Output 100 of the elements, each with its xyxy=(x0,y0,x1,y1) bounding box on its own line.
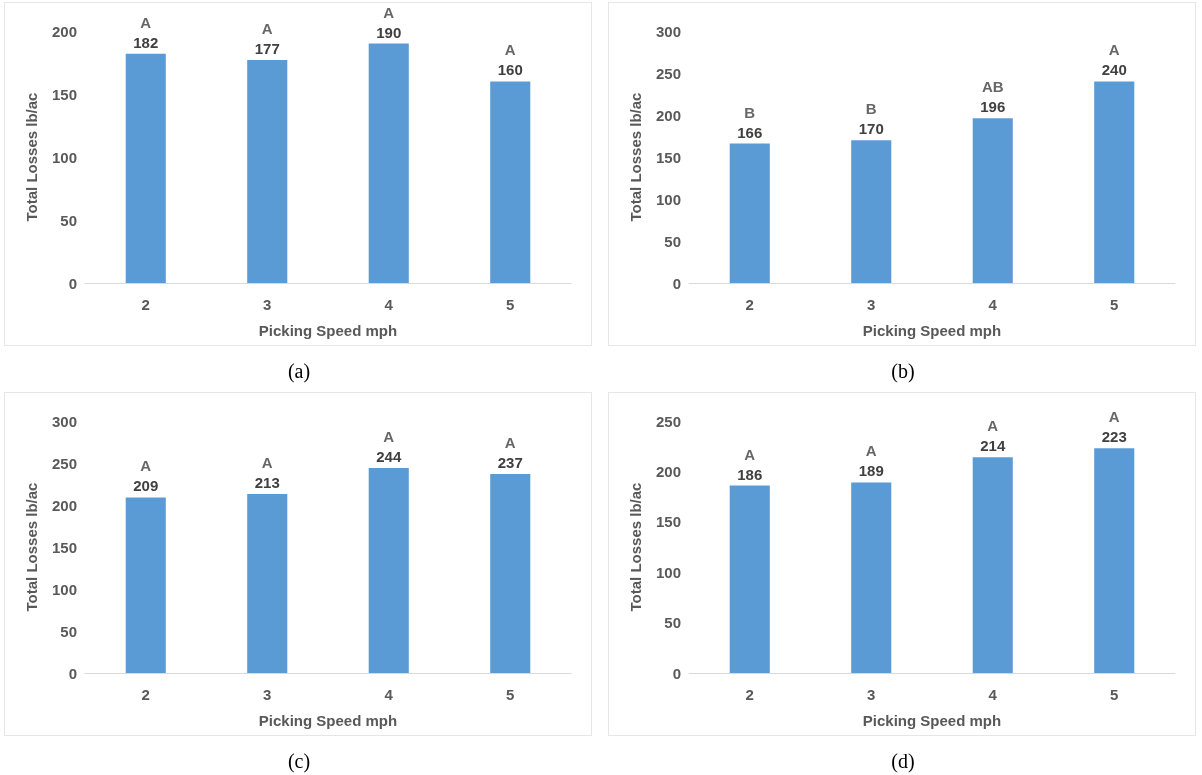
data-label: 189 xyxy=(858,462,884,480)
y-tick-label: 150 xyxy=(51,85,77,103)
x-axis-title: Picking Speed mph xyxy=(258,322,398,339)
x-tick-label: 5 xyxy=(506,686,515,703)
y-tick-label: 200 xyxy=(51,22,77,40)
x-tick-label: 4 xyxy=(988,296,998,313)
bar xyxy=(368,468,409,673)
data-label: 209 xyxy=(133,477,159,495)
annotation: A xyxy=(987,417,999,435)
y-tick-label: 250 xyxy=(655,64,681,82)
x-tick-label: 4 xyxy=(384,686,394,703)
data-label: 237 xyxy=(497,453,523,471)
data-label: 196 xyxy=(980,98,1006,116)
x-axis-title: Picking Speed mph xyxy=(862,712,1002,729)
annotation: A xyxy=(744,445,756,463)
annotation: A xyxy=(504,433,516,451)
bar xyxy=(972,118,1013,283)
x-tick-label: 3 xyxy=(263,296,272,313)
x-tick-label: 3 xyxy=(867,686,876,703)
y-axis-title: Total Losses lb/ac xyxy=(627,482,644,612)
text: (c) xyxy=(286,750,312,773)
annotation: A xyxy=(1108,408,1120,426)
y-tick-label: 100 xyxy=(655,563,681,581)
data-label: 244 xyxy=(376,448,402,466)
data-label: 166 xyxy=(737,123,763,141)
y-axis-title: Total Losses lb/ac xyxy=(23,92,40,222)
data-label: 182 xyxy=(133,33,159,51)
bar xyxy=(972,457,1013,673)
y-tick-label: 100 xyxy=(655,190,681,208)
x-tick-label: 5 xyxy=(506,296,515,313)
annotation: A xyxy=(383,428,395,446)
x-tick-label: 2 xyxy=(745,296,754,313)
bar xyxy=(1094,448,1135,673)
y-tick-label: 200 xyxy=(655,106,681,124)
bar xyxy=(851,140,892,283)
y-tick-label: 100 xyxy=(51,148,77,166)
data-label: 177 xyxy=(254,39,280,57)
bar xyxy=(125,497,166,673)
data-label: 186 xyxy=(737,465,763,483)
bar xyxy=(851,482,892,673)
data-label: 214 xyxy=(980,437,1006,455)
y-tick-label: 150 xyxy=(51,538,77,556)
x-tick-label: 2 xyxy=(745,686,754,703)
x-tick-label: 5 xyxy=(1110,296,1119,313)
annotation: A xyxy=(504,41,516,59)
annotation: A xyxy=(261,454,273,472)
annotation: A xyxy=(1108,41,1120,59)
y-tick-label: 50 xyxy=(60,622,77,640)
bar xyxy=(368,43,409,283)
y-tick-label: 50 xyxy=(664,614,681,632)
x-axis-title: Picking Speed mph xyxy=(258,712,398,729)
annotation: B xyxy=(744,103,756,121)
bar xyxy=(247,59,288,283)
bar xyxy=(247,494,288,673)
y-tick-label: 300 xyxy=(51,412,77,430)
data-label: 160 xyxy=(497,61,523,79)
bar xyxy=(125,53,166,283)
text: (b) xyxy=(890,360,916,383)
annotation: A xyxy=(140,13,152,31)
y-tick-label: 0 xyxy=(68,274,77,292)
data-label: 223 xyxy=(1101,428,1127,446)
annotation: A xyxy=(140,457,152,475)
data-label: 170 xyxy=(858,120,884,138)
y-tick-label: 100 xyxy=(51,580,77,598)
y-tick-label: 200 xyxy=(655,462,681,480)
y-tick-label: 50 xyxy=(60,211,77,229)
x-tick-label: 2 xyxy=(141,686,150,703)
bar xyxy=(729,485,770,673)
annotation: AB xyxy=(981,78,1004,96)
x-tick-label: 3 xyxy=(263,686,272,703)
y-tick-label: 50 xyxy=(664,232,681,250)
bar xyxy=(490,81,531,283)
annotation: B xyxy=(865,100,877,118)
data-label: 240 xyxy=(1101,61,1127,79)
x-tick-label: 4 xyxy=(384,296,394,313)
y-tick-label: 150 xyxy=(655,148,681,166)
annotation: A xyxy=(383,3,395,21)
y-tick-label: 300 xyxy=(655,22,681,40)
bar xyxy=(490,473,531,673)
annotation: A xyxy=(865,442,877,460)
x-tick-label: 4 xyxy=(988,686,998,703)
x-tick-label: 3 xyxy=(867,296,876,313)
y-tick-label: 250 xyxy=(655,412,681,430)
y-tick-label: 200 xyxy=(51,496,77,514)
data-label: 213 xyxy=(254,474,280,492)
text: (d) xyxy=(890,750,916,773)
y-tick-label: 0 xyxy=(672,274,681,292)
y-axis-title: Total Losses lb/ac xyxy=(627,92,644,222)
y-axis-title: Total Losses lb/ac xyxy=(23,482,40,612)
x-tick-label: 5 xyxy=(1110,686,1119,703)
text: (a) xyxy=(286,360,312,383)
bar xyxy=(1094,81,1135,283)
y-tick-label: 250 xyxy=(51,454,77,472)
y-tick-label: 150 xyxy=(655,513,681,531)
y-tick-label: 0 xyxy=(672,664,681,682)
data-label: 190 xyxy=(376,23,402,41)
y-tick-label: 0 xyxy=(68,664,77,682)
annotation: A xyxy=(261,19,273,37)
bar xyxy=(729,143,770,283)
x-tick-label: 2 xyxy=(141,296,150,313)
